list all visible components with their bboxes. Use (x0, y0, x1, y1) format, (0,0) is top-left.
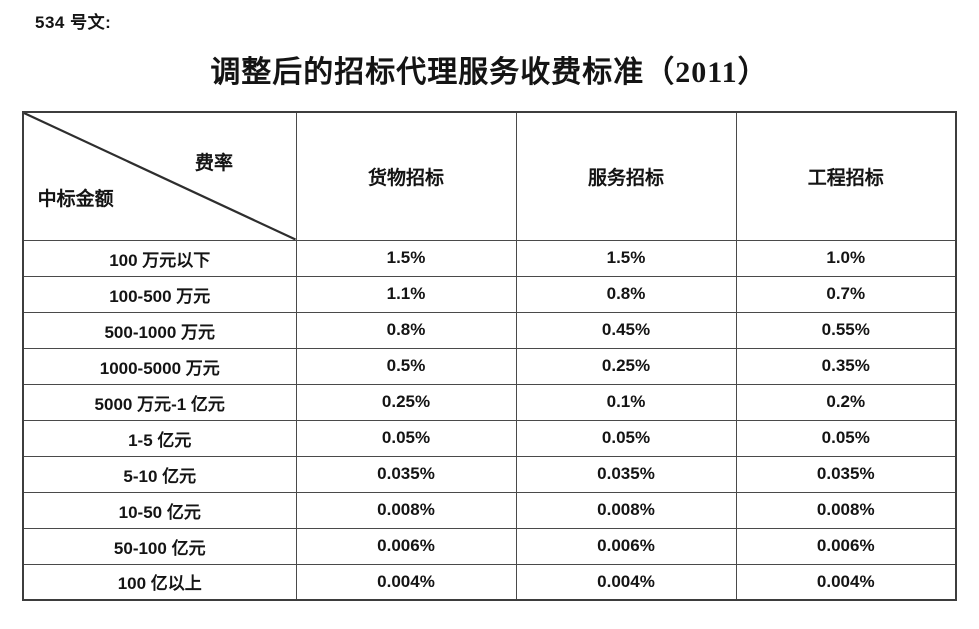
fee-rate-cell: 0.05% (295, 419, 517, 457)
corner-label-rate: 费率 (195, 153, 234, 175)
table-body: 100 万元以下 1.5% 1.5% 1.0% 100-500 万元 1.1% 0.8% 0.… (22, 239, 957, 601)
bid-amount-cell: 1000-5000 万元 (22, 347, 297, 385)
fee-rate-cell: 0.2% (735, 383, 957, 421)
fee-rate-cell: 0.035% (735, 455, 957, 493)
table-row: 10-50 亿元 0.008% 0.008% 0.008% (22, 491, 957, 529)
fee-rate-cell: 0.5% (295, 347, 517, 385)
table-row: 1-5 亿元 0.05% 0.05% 0.05% (22, 419, 957, 457)
fee-rate-cell: 0.05% (515, 419, 737, 457)
fee-rate-cell: 0.006% (735, 527, 957, 565)
bid-amount-cell: 5-10 亿元 (22, 455, 297, 493)
column-header-goods: 货物招标 (295, 111, 517, 241)
bid-amount-cell: 5000 万元-1 亿元 (22, 383, 297, 421)
bid-amount-cell: 100 万元以下 (22, 239, 297, 277)
fee-rate-cell: 0.004% (735, 563, 957, 601)
column-header-engineering: 工程招标 (735, 111, 957, 241)
fee-rate-cell: 0.35% (735, 347, 957, 385)
table-row: 100 万元以下 1.5% 1.5% 1.0% (22, 239, 957, 277)
bid-amount-cell: 100 亿以上 (22, 563, 297, 601)
fee-rate-cell: 0.004% (515, 563, 737, 601)
table-row: 500-1000 万元 0.8% 0.45% 0.55% (22, 311, 957, 349)
fee-rate-cell: 0.004% (295, 563, 517, 601)
fee-rate-cell: 0.05% (735, 419, 957, 457)
corner-header-cell: 费率 中标金额 (22, 111, 297, 241)
fee-rate-cell: 0.008% (515, 491, 737, 529)
fee-rate-cell: 0.008% (735, 491, 957, 529)
fee-rate-cell: 0.035% (515, 455, 737, 493)
fee-rate-cell: 0.25% (295, 383, 517, 421)
fee-rate-cell: 1.5% (515, 239, 737, 277)
fee-rate-cell: 1.0% (735, 239, 957, 277)
table-row: 100 亿以上 0.004% 0.004% 0.004% (22, 563, 957, 601)
fee-rate-cell: 0.006% (515, 527, 737, 565)
bid-amount-cell: 10-50 亿元 (22, 491, 297, 529)
doc-number-label: 534 号文: (35, 13, 112, 32)
table-row: 5-10 亿元 0.035% 0.035% 0.035% (22, 455, 957, 493)
bid-amount-cell: 1-5 亿元 (22, 419, 297, 457)
fee-rate-cell: 0.25% (515, 347, 737, 385)
bid-amount-cell: 500-1000 万元 (22, 311, 297, 349)
bid-amount-cell: 100-500 万元 (22, 275, 297, 313)
fee-rate-cell: 1.1% (295, 275, 517, 313)
fee-rate-cell: 0.55% (735, 311, 957, 349)
table-row: 5000 万元-1 亿元 0.25% 0.1% 0.2% (22, 383, 957, 421)
fee-rate-cell: 0.006% (295, 527, 517, 565)
fee-rate-cell: 0.45% (515, 311, 737, 349)
bid-amount-cell: 50-100 亿元 (22, 527, 297, 565)
header-row: 费率 中标金额 货物招标 服务招标 工程招标 (22, 111, 957, 241)
fee-rate-cell: 0.7% (735, 275, 957, 313)
table-row: 1000-5000 万元 0.5% 0.25% 0.35% (22, 347, 957, 385)
fee-rate-cell: 0.035% (295, 455, 517, 493)
fee-rate-cell: 0.8% (515, 275, 737, 313)
corner-label-bid-amount: 中标金额 (37, 188, 114, 210)
fee-rate-cell: 1.5% (295, 239, 517, 277)
fee-rate-cell: 0.8% (295, 311, 517, 349)
diagonal-line (24, 113, 296, 240)
column-header-services: 服务招标 (515, 111, 737, 241)
table-row: 100-500 万元 1.1% 0.8% 0.7% (22, 275, 957, 313)
fee-rate-table: 费率 中标金额 货物招标 服务招标 工程招标 100 万元以下 1.5% 1.5% 1… (22, 111, 957, 601)
page-title: 调整后的招标代理服务收费标准（2011） (210, 56, 769, 89)
fee-rate-cell: 0.008% (295, 491, 517, 529)
table-row: 50-100 亿元 0.006% 0.006% 0.006% (22, 527, 957, 565)
fee-rate-cell: 0.1% (515, 383, 737, 421)
